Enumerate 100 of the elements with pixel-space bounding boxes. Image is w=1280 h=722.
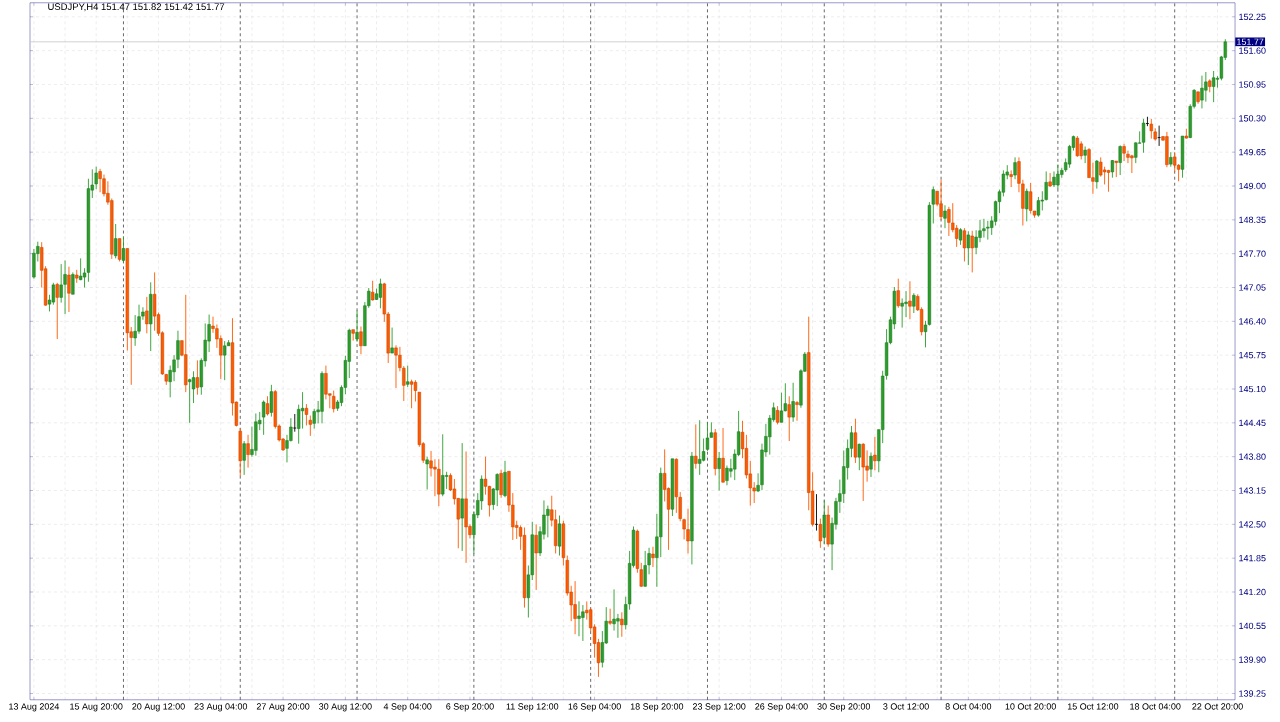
x-tick-label: 8 Oct 04:00: [945, 703, 992, 710]
candlestick: [581, 604, 585, 642]
x-tick-label: 18 Oct 04:00: [1130, 703, 1181, 710]
candlestick: [1056, 164, 1060, 190]
candlestick: [787, 395, 791, 442]
x-tick-label: 3 Oct 12:00: [883, 703, 929, 710]
candlestick: [1013, 157, 1017, 180]
candlestick: [791, 382, 795, 423]
candlestick: [1145, 116, 1150, 127]
candlestick: [1118, 145, 1122, 176]
x-tick-label: 30 Aug 12:00: [319, 703, 372, 712]
candlestick: [223, 340, 227, 381]
candlestick: [324, 365, 328, 400]
candlestick: [71, 272, 75, 295]
candlestick: [1149, 118, 1153, 140]
y-tick-label: 141.85: [1239, 555, 1266, 562]
candlestick: [152, 272, 157, 332]
x-tick-label: 15 Oct 12:00: [1067, 703, 1119, 710]
x-tick-label: 30 Sep 20:00: [817, 703, 871, 712]
candlestick: [1025, 188, 1029, 222]
candlestick: [939, 179, 943, 221]
candlestick: [795, 400, 799, 422]
candlestick: [425, 456, 429, 491]
candlestick: [1052, 171, 1056, 188]
x-tick-label: 23 Aug 04:00: [194, 703, 248, 712]
candlestick: [409, 379, 414, 409]
x-tick-label: 20 Aug 12:00: [132, 703, 185, 712]
y-tick-label: 147.05: [1239, 284, 1266, 291]
candlestick: [779, 392, 784, 423]
x-tick-label: 23 Sep 12:00: [692, 703, 746, 712]
x-tick-label: 26 Sep 04:00: [755, 703, 808, 712]
x-tick-label: 16 Sep 04:00: [568, 703, 621, 712]
y-tick-label: 144.45: [1239, 419, 1266, 427]
x-tick-label: 11 Sep 12:00: [506, 703, 559, 712]
y-tick-label: 149.00: [1239, 182, 1266, 190]
x-tick-label: 10 Oct 20:00: [1005, 703, 1056, 710]
candlestick: [300, 391, 305, 430]
candlestick: [1028, 182, 1033, 215]
candlestick: [499, 469, 503, 499]
candlestick: [304, 403, 309, 426]
candlestick: [187, 378, 192, 424]
candlestick: [861, 442, 865, 502]
candlestick: [651, 546, 655, 568]
y-tick-label: 151.60: [1239, 47, 1266, 54]
y-tick-label: 143.15: [1239, 487, 1266, 494]
candlestick: [1200, 75, 1204, 109]
candlestick: [643, 550, 647, 588]
candlestick: [908, 280, 912, 320]
candlestick: [721, 427, 725, 484]
y-tick-label: 149.65: [1239, 149, 1266, 156]
candlestick: [1122, 143, 1126, 162]
candlestick: [698, 419, 702, 476]
candlestick: [822, 500, 826, 545]
candlestick: [495, 472, 499, 507]
candlestick: [292, 413, 297, 433]
candlestick: [117, 238, 122, 263]
candlestick: [1048, 172, 1052, 188]
chart-title: USDJPY,H4 151.47 151.82 151.42 151.77: [48, 3, 225, 12]
candlestick: [1083, 146, 1087, 164]
candlestick: [390, 327, 394, 354]
candlestick: [406, 365, 410, 388]
y-tick-label: 140.55: [1239, 622, 1266, 630]
x-tick-label: 13 Aug 2024: [9, 703, 60, 712]
candlestick: [818, 518, 823, 549]
candlestick: [982, 218, 986, 239]
candlestick: [577, 601, 581, 637]
candlestick: [246, 434, 250, 469]
x-tick-label: 15 Aug 20:00: [70, 703, 123, 712]
candlestick: [620, 611, 624, 638]
x-tick-label: 22 Oct 20:00: [1192, 703, 1243, 710]
candlestick: [503, 460, 507, 498]
y-tick-label: 139.90: [1239, 656, 1266, 663]
candlestick: [332, 390, 336, 413]
candlestick: [912, 292, 916, 314]
candlestick: [114, 223, 118, 259]
candlestick: [261, 400, 266, 436]
candlestick: [986, 220, 990, 241]
candlestick: [608, 608, 612, 626]
y-tick-label: 146.40: [1239, 318, 1266, 325]
y-tick-label: 139.25: [1239, 690, 1266, 697]
candlestick: [947, 206, 951, 237]
y-tick-label: 145.75: [1239, 352, 1266, 359]
candlestick: [1141, 118, 1146, 154]
candlestick: [966, 230, 970, 266]
candlestick: [775, 405, 780, 425]
candlestick: [694, 424, 698, 470]
candlestick: [573, 580, 577, 635]
candlestick: [896, 278, 900, 309]
x-tick-label: 4 Sep 04:00: [383, 703, 432, 712]
candlestick: [1134, 141, 1138, 164]
candlestick: [441, 433, 445, 497]
y-tick-label: 147.70: [1239, 250, 1266, 257]
ref-line-label: 151.77: [1237, 38, 1264, 46]
candlestick: [943, 204, 947, 229]
y-tick-label: 145.10: [1239, 385, 1266, 393]
candlestick: [1009, 170, 1013, 188]
candlestick: [63, 260, 67, 315]
candlestick: [1114, 160, 1118, 178]
candlestick: [873, 436, 877, 471]
candlestick: [242, 440, 246, 476]
